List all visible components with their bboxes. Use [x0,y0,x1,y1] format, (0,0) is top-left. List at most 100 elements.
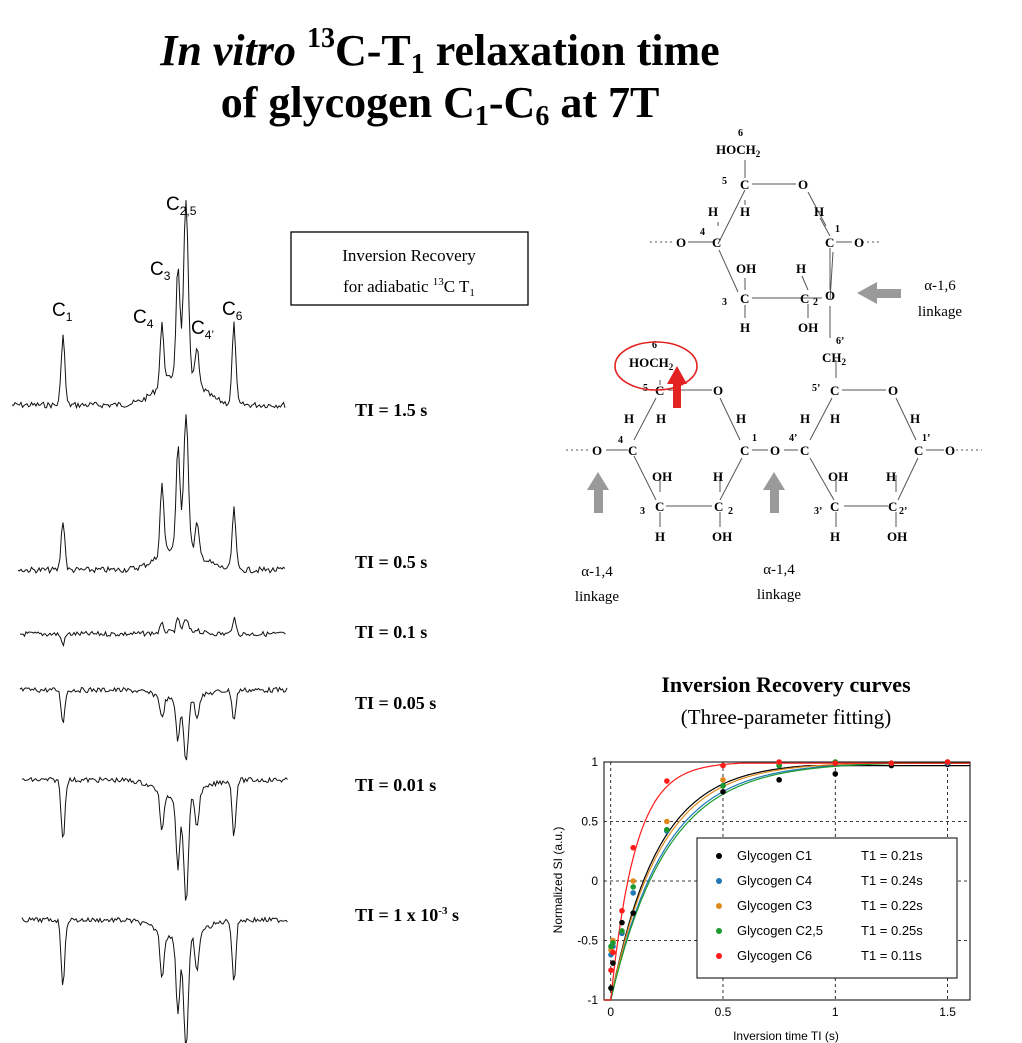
y-axis-label: Normalized SI (a.u.) [551,827,565,934]
peak-label-c25: C2,5 [166,194,197,218]
data-point [720,788,726,795]
title-c1-sub: 1 [474,101,489,132]
atom-num: 5 [722,176,727,187]
peak-label-c6: C6 [222,299,243,323]
atom-h: H [708,204,718,219]
atom-num: 3’ [814,506,822,517]
atom-num: 3 [722,297,727,308]
atom-c: C [740,291,749,306]
atom-ch2: CH2 [822,350,847,367]
atom-h: H [910,411,920,426]
a14-right-word: linkage [757,587,801,603]
ir-chart: Inversion Recovery curves (Three-paramet… [551,672,971,1043]
bond [718,249,739,293]
atom-c: C [888,499,897,514]
atom-o: O [676,235,686,250]
atom-c: C [655,499,664,514]
atom-c: C [712,235,721,250]
atom-c: C [914,443,923,458]
data-point [888,760,895,766]
peak-label-c1: C1 [52,300,73,324]
atom-h: H [656,411,666,426]
legend-marker [716,878,722,884]
legend-series-name: Glycogen C2,5 [737,923,823,938]
x-tick-label: 1 [832,1005,839,1019]
bond [719,397,741,441]
data-point [630,844,636,851]
atom-h: H [830,529,840,544]
atom-num: 2’ [899,506,907,517]
atom-num: 1’ [922,433,930,444]
x-tick-label: 0.5 [715,1005,732,1019]
bond [809,457,835,501]
data-point [619,907,625,914]
a14-left-name: α-1,4 [581,564,613,580]
data-point [720,783,726,789]
data-point [664,778,670,784]
atom-c: C [800,291,809,306]
fit-curve-1 [604,765,970,1001]
atom-h: H [740,204,750,219]
atom-num: 5’ [812,383,820,394]
title-ct: C-T [335,26,411,75]
spectrum-trace-1 [11,200,286,410]
atom-h: H [886,469,896,484]
atom-h: H [655,529,665,544]
data-point [608,967,614,974]
a16-name: α-1,6 [924,278,956,294]
atom-h: H [624,411,634,426]
title-glycogen: of glycogen C [220,78,475,127]
method-line2: for adiabatic 13C T1 [343,276,475,299]
atom-h: H [830,411,840,426]
y-tick-label: -0.5 [577,934,598,948]
atom-hoch2-top: HOCH2 [716,142,761,159]
data-point [776,759,782,765]
legend-series-name: Glycogen C1 [737,848,812,863]
data-point [630,890,636,896]
data-point [610,940,616,946]
atom-oh: OH [887,529,907,544]
data-point [608,985,614,991]
atom-num: 2 [813,297,818,308]
atom-num: 6 [738,128,743,139]
legend-t1-value: T1 = 0.22s [861,898,923,913]
data-point [619,928,625,934]
data-point [832,760,839,766]
atom-c: C [830,383,839,398]
bond [807,191,827,227]
atom-o: O [888,383,898,398]
spectrum-trace-5 [21,776,288,901]
atom-o: O [945,443,955,458]
method-line1: Inversion Recovery [342,246,476,265]
c6-highlight-ellipse [614,341,698,391]
atom-hoch2-bottom: HOCH2 [629,355,674,372]
atom-o: O [713,383,723,398]
data-point [776,777,782,783]
legend-t1-value: T1 = 0.21s [861,848,923,863]
atom-o: O [770,443,780,458]
data-point [619,919,625,926]
a16-word: linkage [918,304,962,320]
atom-o: O [592,443,602,458]
atom-num: 3 [640,506,645,517]
atom-oh: OH [712,529,732,544]
atom-o: O [798,177,808,192]
a16-arrow [857,282,901,304]
title-invitro: In vitro [160,26,296,75]
data-point [610,949,616,956]
chart-title: Inversion Recovery curves [661,672,911,697]
bond [895,397,917,441]
y-tick-label: -1 [587,993,598,1007]
y-tick-label: 0.5 [581,815,598,829]
atom-c: C [740,177,749,192]
title-field: at 7T [549,78,660,127]
spectrum-trace-6 [21,916,288,1043]
atom-h: H [800,411,810,426]
data-point [630,910,636,916]
atom-c: C [740,443,749,458]
spectra-traces [11,200,288,1043]
legend-t1-value: T1 = 0.24s [861,873,923,888]
atom-c: C [825,235,834,250]
bond [897,457,919,501]
